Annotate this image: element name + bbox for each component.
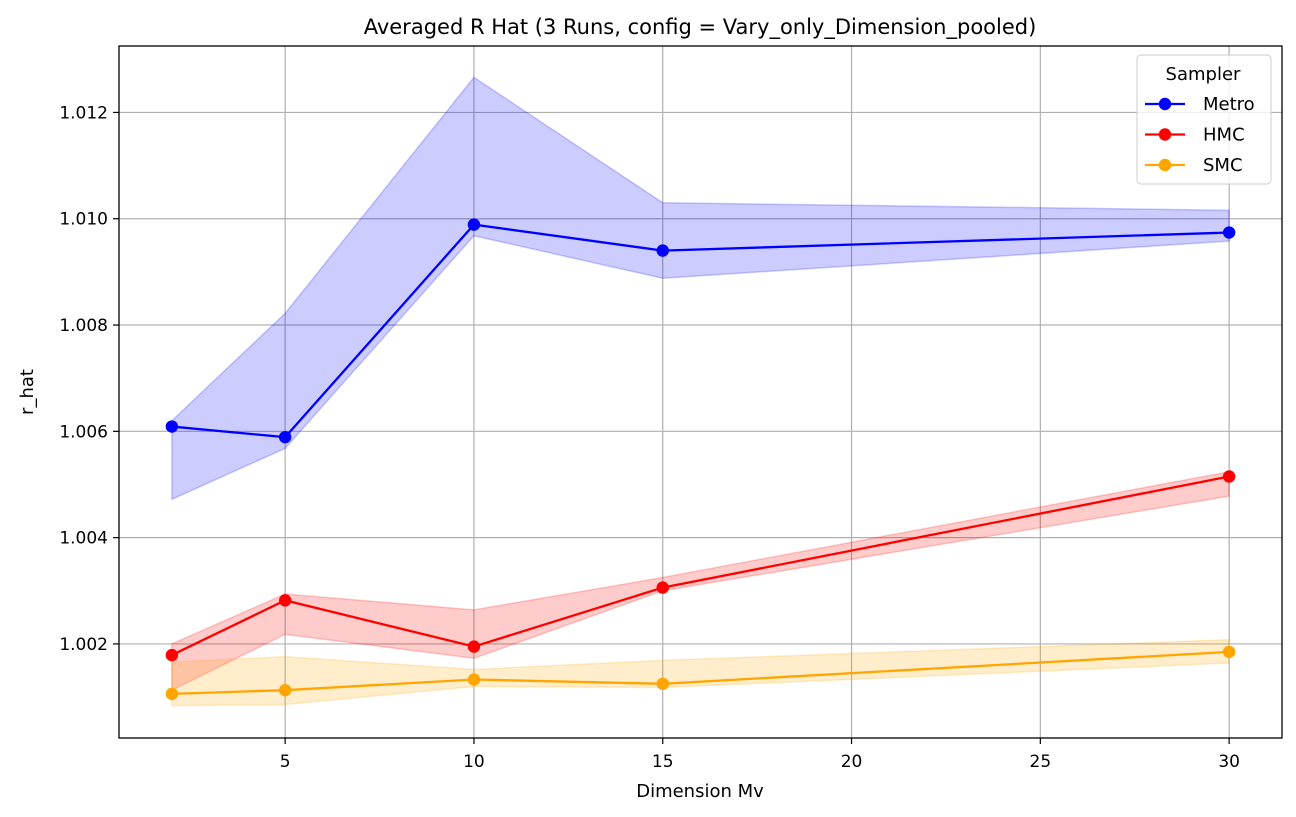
point-smc	[1222, 645, 1236, 659]
series-points	[165, 218, 1236, 701]
grid-lines	[119, 46, 1282, 738]
point-hmc	[467, 640, 481, 653]
chart-title: Averaged R Hat (3 Runs, config = Vary_on…	[364, 15, 1037, 40]
x-axis-ticks: 5 10 15 20 25 30	[280, 738, 1240, 772]
band-metro	[171, 76, 1230, 501]
x-tick-label: 30	[1218, 752, 1240, 772]
legend-marker-smc	[1158, 158, 1172, 172]
y-tick-label: 1.008	[59, 316, 108, 336]
point-smc	[165, 687, 179, 701]
x-tick-label: 25	[1030, 752, 1052, 772]
y-axis-label: r_hat	[17, 369, 38, 415]
legend-items: Metro HMC SMC	[1145, 94, 1255, 176]
x-tick-label: 10	[463, 752, 485, 772]
point-metro	[467, 218, 481, 231]
plot-frame	[118, 45, 1283, 739]
point-metro	[278, 430, 292, 444]
legend-label-hmc: HMC	[1203, 125, 1245, 146]
y-tick-label: 1.012	[59, 103, 108, 123]
point-smc	[278, 683, 292, 697]
legend-label-smc: SMC	[1203, 155, 1243, 176]
x-tick-label: 20	[841, 752, 863, 772]
point-hmc	[165, 648, 179, 662]
legend-label-metro: Metro	[1203, 94, 1255, 115]
x-tick-label: 5	[280, 752, 291, 772]
legend-marker-metro	[1158, 97, 1172, 111]
point-metro	[165, 420, 179, 433]
y-tick-label: 1.006	[59, 422, 108, 442]
legend-title: Sampler	[1166, 64, 1241, 85]
point-smc	[656, 677, 669, 690]
point-metro	[1222, 226, 1236, 239]
y-tick-label: 1.004	[59, 529, 108, 549]
legend: Sampler Metro HMC SMC	[1136, 54, 1272, 185]
legend-marker-hmc	[1158, 128, 1172, 141]
point-metro	[656, 244, 669, 257]
legend-box	[1136, 54, 1272, 185]
band-smc	[171, 638, 1230, 707]
y-tick-label: 1.002	[59, 635, 108, 655]
point-smc	[467, 673, 481, 686]
point-hmc	[1222, 470, 1236, 483]
point-hmc	[278, 594, 292, 607]
y-tick-label: 1.010	[59, 210, 108, 230]
x-axis-label: Dimension Mv	[636, 781, 764, 802]
x-tick-label: 15	[652, 752, 674, 772]
point-hmc	[656, 581, 669, 594]
y-axis-ticks: 1.002 1.004 1.006 1.008 1.010 1.012	[59, 103, 119, 655]
